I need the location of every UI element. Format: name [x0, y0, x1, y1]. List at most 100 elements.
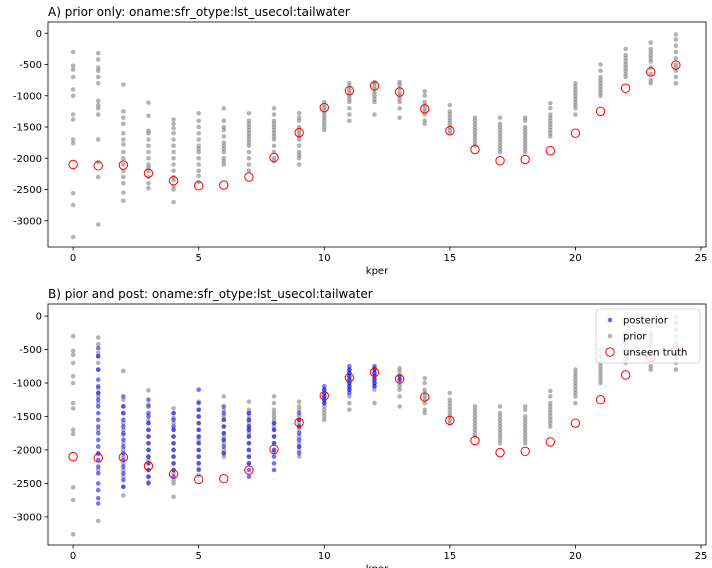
prior-point — [573, 105, 578, 111]
prior-point — [648, 367, 654, 372]
posterior-point — [296, 444, 302, 449]
prior-point — [547, 414, 553, 419]
posterior-point — [347, 390, 352, 396]
prior-point — [146, 130, 151, 136]
posterior-point — [296, 410, 302, 416]
prior-point — [573, 394, 578, 399]
chart-panel-a: A) prior only: oname:sfr_otype:lst_useco… — [13, 5, 707, 277]
y-tick-label: -2000 — [13, 445, 42, 456]
prior-point — [573, 400, 578, 406]
posterior-point — [246, 474, 252, 480]
prior-point — [623, 74, 628, 80]
prior-point — [347, 112, 352, 117]
truth-point — [394, 87, 405, 97]
legend-box — [595, 308, 701, 364]
x-tick-label: 10 — [318, 253, 331, 264]
prior-point — [648, 40, 654, 45]
posterior-point — [246, 417, 252, 423]
prior-point — [522, 440, 528, 446]
prior-point — [246, 399, 252, 405]
prior-point — [196, 155, 201, 161]
prior-point — [196, 437, 201, 443]
prior-point — [522, 434, 528, 439]
prior-point — [598, 62, 603, 67]
prior-point — [397, 115, 402, 120]
posterior-point — [246, 434, 252, 439]
prior-point — [121, 130, 126, 136]
truth-point — [595, 106, 606, 117]
prior-point — [70, 112, 76, 117]
prior-point — [196, 137, 201, 142]
posterior-point — [171, 410, 176, 416]
posterior-point — [372, 384, 377, 389]
posterior-point — [95, 487, 101, 493]
prior-point — [547, 400, 553, 406]
prior-point — [221, 447, 227, 453]
prior-point — [447, 407, 453, 413]
prior-point — [522, 417, 528, 423]
posterior-point — [95, 345, 101, 351]
posterior-point — [221, 450, 227, 456]
posterior-point — [121, 484, 126, 490]
posterior-point — [296, 430, 302, 436]
prior-point — [422, 407, 428, 413]
truth-point — [193, 474, 204, 485]
posterior-point — [146, 397, 151, 403]
posterior-point — [95, 417, 101, 423]
truth-point — [570, 128, 581, 138]
prior-point — [121, 155, 126, 161]
axes-frame — [47, 303, 707, 546]
prior-point — [347, 407, 352, 413]
prior-point — [472, 424, 478, 429]
posterior-point — [171, 440, 176, 446]
prior-point — [598, 93, 603, 99]
posterior-point — [146, 481, 151, 486]
posterior-point — [296, 437, 302, 443]
prior-point — [121, 198, 126, 204]
prior-point — [95, 341, 101, 347]
posterior-point — [196, 440, 201, 446]
prior-point — [121, 190, 126, 195]
posterior-point — [246, 467, 252, 473]
prior-point — [372, 400, 377, 406]
prior-point — [121, 174, 126, 180]
prior-point — [70, 531, 76, 537]
posterior-point — [121, 424, 126, 429]
truth-point — [219, 180, 229, 190]
prior-point — [372, 387, 377, 392]
posterior-point — [196, 467, 201, 473]
prior-point — [648, 80, 654, 86]
prior-point — [598, 370, 603, 376]
posterior-point — [146, 404, 151, 409]
posterior-point — [95, 437, 101, 443]
posterior-point — [347, 367, 352, 372]
truth-point — [68, 159, 78, 170]
prior-point — [397, 404, 402, 409]
prior-point — [271, 137, 277, 142]
posterior-point — [171, 461, 176, 466]
truth-point — [168, 176, 179, 186]
prior-point — [648, 363, 654, 369]
prior-point — [296, 404, 302, 409]
y-tick-label: -2000 — [13, 154, 42, 165]
posterior-point — [196, 454, 201, 459]
prior-point — [146, 185, 151, 191]
series-prior — [70, 32, 679, 240]
prior-point — [146, 180, 151, 186]
prior-point — [171, 121, 176, 127]
x-axis-label: kper — [366, 564, 389, 568]
posterior-point — [196, 461, 201, 466]
prior-point — [472, 427, 478, 433]
prior-point — [347, 400, 352, 406]
prior-point — [70, 234, 76, 240]
posterior-point — [121, 471, 126, 476]
prior-point — [497, 440, 503, 446]
prior-point — [372, 99, 377, 105]
posterior-point — [196, 434, 201, 439]
posterior-point — [271, 427, 277, 433]
prior-point — [70, 400, 76, 406]
posterior-point — [95, 424, 101, 429]
y-tick-label: -3000 — [13, 512, 42, 523]
prior-point — [472, 404, 478, 409]
posterior-point — [246, 461, 252, 466]
